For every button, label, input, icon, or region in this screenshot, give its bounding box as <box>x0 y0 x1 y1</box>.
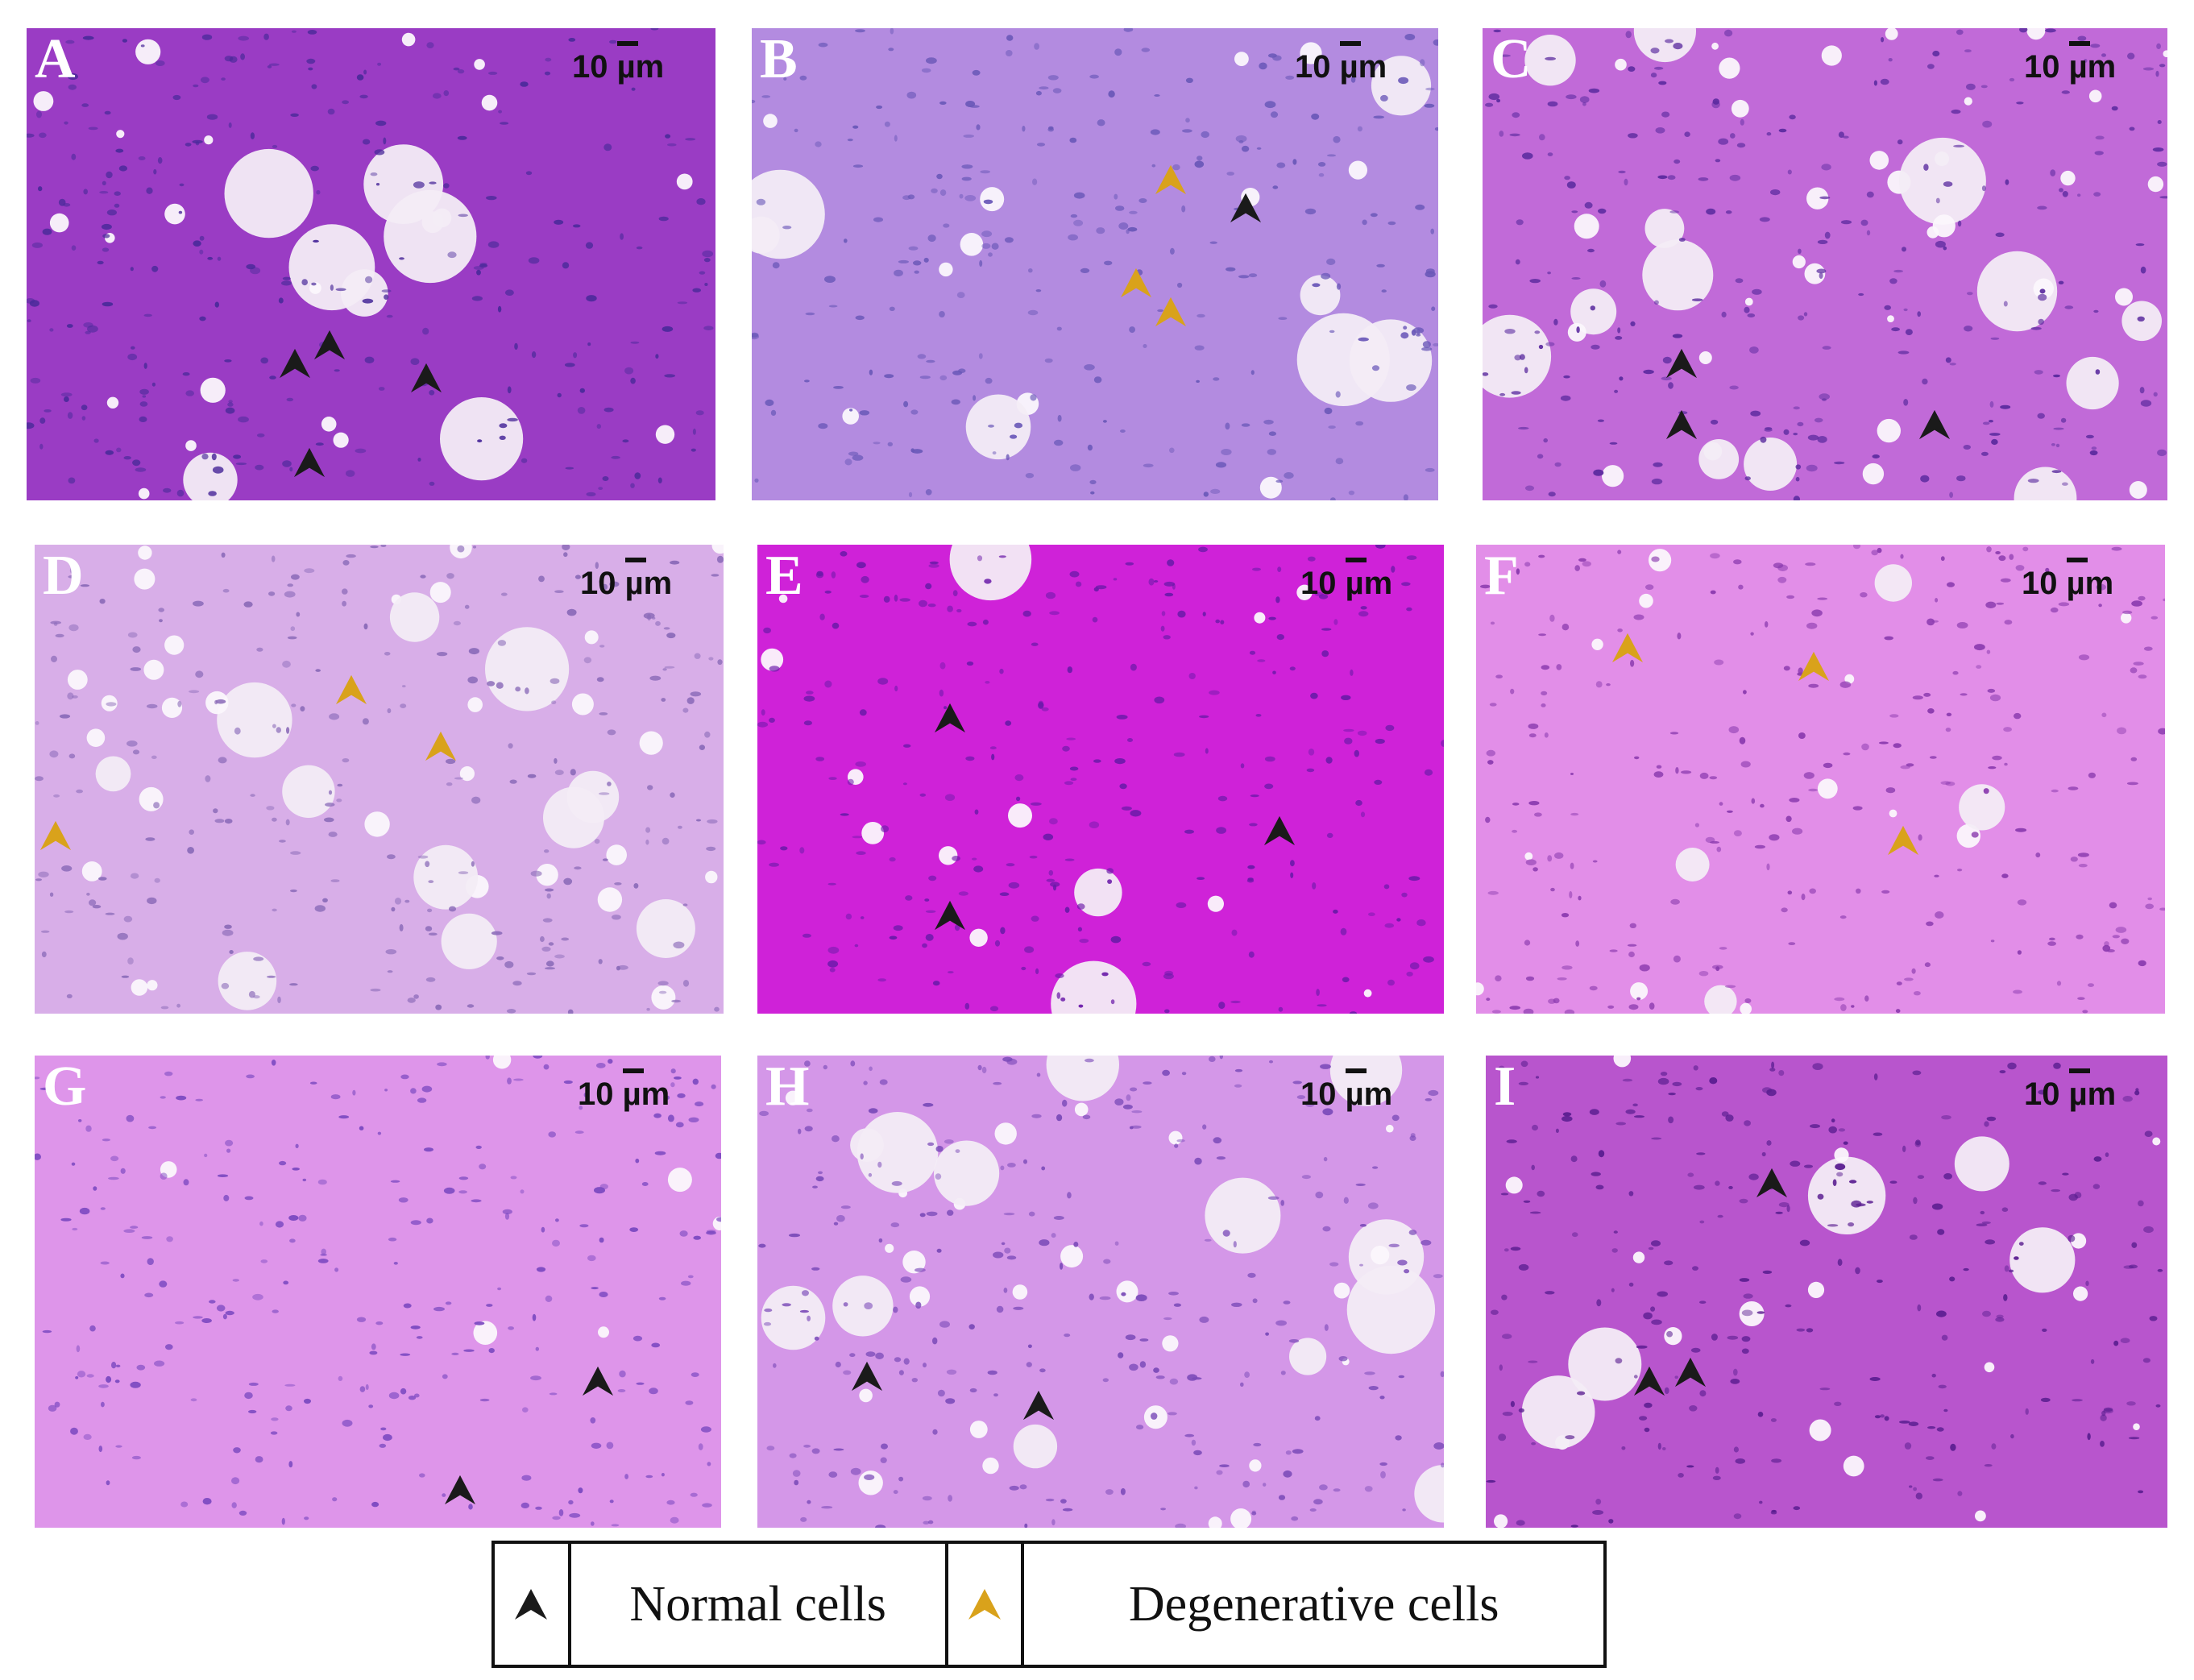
normal-cell-arrow-icon <box>1918 410 1951 440</box>
panel-d: D 10 µm <box>35 545 724 1014</box>
degenerative-cell-arrow-icon <box>1155 297 1186 326</box>
scale-bar: 10 µm <box>580 556 709 612</box>
panel-letter: H <box>765 1056 810 1118</box>
panel-h: H 10 µm <box>757 1056 1444 1528</box>
degenerative-arrow-icon <box>968 1589 1001 1620</box>
scale-bar-line <box>1340 41 1361 46</box>
scale-bar-label: 10 µm <box>1295 49 1387 85</box>
scale-bar-line <box>1346 1068 1367 1073</box>
normal-cell-arrow-icon <box>410 363 442 392</box>
legend: Normal cells Degenerative cells <box>491 1541 1607 1668</box>
normal-cell-arrow-icon <box>852 1362 883 1392</box>
scale-bar-label: 10 µm <box>1300 566 1393 601</box>
panel-letter: E <box>765 545 803 607</box>
scale-bar: 10 µm <box>578 1067 707 1123</box>
normal-cell-arrow-icon <box>1023 1390 1055 1420</box>
panel-i: I 10 µm <box>1486 1056 2167 1528</box>
tissue-image <box>1486 1056 2167 1528</box>
panel-f: F 10 µm <box>1476 545 2165 1014</box>
scale-bar-label: 10 µm <box>1300 1076 1393 1112</box>
normal-cell-arrow-icon <box>1756 1168 1788 1198</box>
scale-bar-label: 10 µm <box>2024 49 2117 85</box>
scale-bar: 10 µm <box>1300 556 1429 612</box>
degenerative-cell-arrow-icon <box>39 820 71 850</box>
normal-cell-arrow-icon <box>1665 348 1697 379</box>
normal-arrow-icon <box>515 1589 548 1620</box>
scale-bar-label: 10 µm <box>2022 566 2114 601</box>
panel-letter: C <box>1491 28 1532 90</box>
normal-cell-arrow-icon <box>934 703 965 733</box>
scale-bar-label: 10 µm <box>578 1076 670 1112</box>
panel-b: B 10 µm <box>752 28 1438 500</box>
panel-letter: I <box>1494 1056 1516 1118</box>
scale-bar-line <box>2069 41 2090 46</box>
scale-bar: 10 µm <box>1300 1067 1429 1123</box>
scale-bar-line <box>1346 558 1367 562</box>
legend-normal-label: Normal cells <box>571 1544 948 1665</box>
normal-cell-arrow-icon <box>934 900 965 930</box>
degenerative-cell-arrow-icon <box>336 675 367 705</box>
panel-g: G 10 µm <box>35 1056 721 1528</box>
panel-e: E 10 µm <box>757 545 1444 1014</box>
panel-letter: B <box>760 28 798 90</box>
normal-cell-arrow-icon <box>293 448 325 478</box>
legend-degenerative-label: Degenerative cells <box>1128 1576 1499 1632</box>
panel-letter: D <box>43 545 84 607</box>
tissue-image <box>752 28 1438 500</box>
tissue-image <box>757 545 1444 1014</box>
scale-bar: 10 µm <box>2024 39 2153 96</box>
normal-cell-arrow-icon <box>445 1475 476 1505</box>
panel-letter: F <box>1484 545 1519 607</box>
degenerative-cell-arrow-icon <box>1888 825 1919 855</box>
normal-cell-arrow-icon <box>1633 1367 1665 1396</box>
tissue-image <box>27 28 715 500</box>
panel-letter: A <box>35 28 76 90</box>
scale-bar-label: 10 µm <box>572 49 665 85</box>
legend-degenerative-arrow-cell <box>948 1544 1025 1665</box>
scale-bar: 10 µm <box>2022 556 2150 612</box>
scale-bar-line <box>625 558 646 562</box>
normal-cell-arrow-icon <box>1665 410 1697 440</box>
tissue-image <box>35 1056 721 1528</box>
scale-bar-line <box>623 1068 644 1073</box>
degenerative-cell-arrow-icon <box>1798 652 1829 682</box>
scale-bar-label: 10 µm <box>2024 1076 2117 1112</box>
panel-c: C 10 µm <box>1483 28 2167 500</box>
scale-bar-line <box>2069 1068 2090 1073</box>
scale-bar-line <box>2067 558 2088 562</box>
degenerative-cell-arrow-icon <box>1612 633 1644 663</box>
normal-cell-arrow-icon <box>1230 193 1262 222</box>
scale-bar-label: 10 µm <box>580 566 673 601</box>
scale-bar: 10 µm <box>572 39 701 96</box>
tissue-image <box>757 1056 1444 1528</box>
legend-normal-arrow-cell <box>495 1544 571 1665</box>
scale-bar: 10 µm <box>1295 39 1424 96</box>
normal-cell-arrow-icon <box>582 1367 613 1396</box>
tissue-image <box>1483 28 2167 500</box>
tissue-image <box>35 545 724 1014</box>
tissue-image <box>1476 545 2165 1014</box>
normal-cell-arrow-icon <box>1674 1357 1706 1387</box>
normal-cell-arrow-icon <box>1263 815 1295 846</box>
degenerative-cell-arrow-icon <box>1121 268 1152 298</box>
degenerative-cell-arrow-icon <box>1155 164 1186 194</box>
scale-bar: 10 µm <box>2024 1067 2153 1123</box>
panel-a: A 10 µm <box>27 28 715 500</box>
normal-cell-arrow-icon <box>280 348 311 379</box>
panel-letter: G <box>43 1056 87 1118</box>
scale-bar-line <box>617 41 638 46</box>
normal-cell-arrow-icon <box>314 330 346 359</box>
degenerative-cell-arrow-icon <box>425 732 457 761</box>
